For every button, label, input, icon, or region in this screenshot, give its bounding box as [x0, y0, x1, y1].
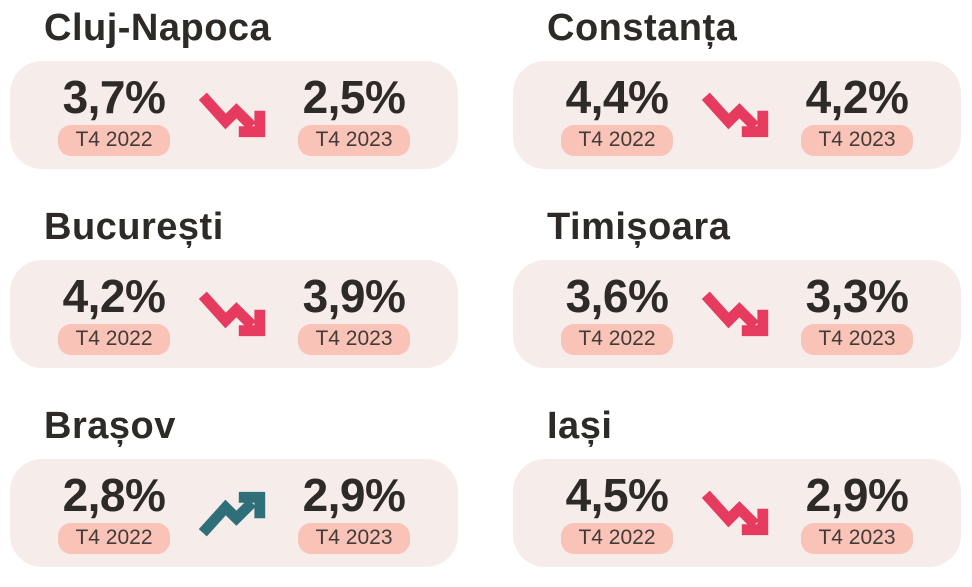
trend-arrow — [198, 288, 270, 341]
start-stat: 3,6% T4 2022 — [533, 270, 701, 356]
end-stat: 3,9% T4 2023 — [270, 270, 438, 356]
start-value: 4,4% — [565, 71, 669, 124]
start-period-badge: T4 2022 — [58, 125, 170, 157]
stat-card: 3,7% T4 2022 2,5% T4 2023 — [10, 61, 458, 170]
cards-grid: Cluj-Napoca 3,7% T4 2022 2,5% T4 2023 — [10, 6, 961, 568]
stat-card: 4,2% T4 2022 3,9% T4 2023 — [10, 260, 458, 369]
stat-card: 2,8% T4 2022 2,9% T4 2023 — [10, 459, 458, 568]
start-value: 4,2% — [62, 270, 166, 323]
end-period-badge: T4 2023 — [298, 523, 410, 555]
trend-down-icon — [198, 291, 266, 336]
trend-down-icon — [701, 490, 769, 535]
city-name: Brașov — [44, 405, 176, 448]
trend-arrow — [198, 487, 270, 540]
stat-card: 3,6% T4 2022 3,3% T4 2023 — [513, 260, 961, 369]
start-stat: 3,7% T4 2022 — [30, 71, 198, 157]
end-value: 4,2% — [805, 71, 909, 124]
end-period-badge: T4 2023 — [801, 324, 913, 356]
start-value: 3,6% — [565, 270, 669, 323]
start-stat: 2,8% T4 2022 — [30, 469, 198, 555]
end-stat: 4,2% T4 2023 — [773, 71, 941, 157]
city-name: Iași — [547, 405, 613, 448]
end-period-badge: T4 2023 — [801, 125, 913, 157]
start-period-badge: T4 2022 — [561, 523, 673, 555]
city-card-timisoara: Timișoara 3,6% T4 2022 3,3% T4 2023 — [513, 205, 961, 369]
start-period-badge: T4 2022 — [58, 324, 170, 356]
start-value: 4,5% — [565, 469, 669, 522]
city-card-brasov: Brașov 2,8% T4 2022 2,9% T4 2023 — [10, 404, 458, 568]
trend-arrow — [701, 288, 773, 341]
city-card-iasi: Iași 4,5% T4 2022 2,9% T4 2023 — [513, 404, 961, 568]
stat-card: 4,4% T4 2022 4,2% T4 2023 — [513, 61, 961, 170]
trend-down-icon — [701, 291, 769, 336]
end-value: 3,3% — [805, 270, 909, 323]
city-name: Timișoara — [547, 206, 731, 249]
start-period-badge: T4 2022 — [561, 324, 673, 356]
trend-down-icon — [701, 92, 769, 137]
city-name: București — [44, 206, 224, 249]
start-value: 3,7% — [62, 71, 166, 124]
start-stat: 4,5% T4 2022 — [533, 469, 701, 555]
city-card-cluj-napoca: Cluj-Napoca 3,7% T4 2022 2,5% T4 2023 — [10, 6, 458, 170]
trend-down-icon — [198, 92, 266, 137]
trend-arrow — [701, 89, 773, 142]
end-stat: 2,5% T4 2023 — [270, 71, 438, 157]
trend-arrow — [198, 89, 270, 142]
start-stat: 4,2% T4 2022 — [30, 270, 198, 356]
start-period-badge: T4 2022 — [58, 523, 170, 555]
end-value: 2,9% — [805, 469, 909, 522]
stat-card: 4,5% T4 2022 2,9% T4 2023 — [513, 459, 961, 568]
trend-up-icon — [198, 491, 266, 537]
start-stat: 4,4% T4 2022 — [533, 71, 701, 157]
start-period-badge: T4 2022 — [561, 125, 673, 157]
end-stat: 3,3% T4 2023 — [773, 270, 941, 356]
end-value: 2,9% — [302, 469, 406, 522]
end-period-badge: T4 2023 — [298, 324, 410, 356]
end-stat: 2,9% T4 2023 — [270, 469, 438, 555]
end-stat: 2,9% T4 2023 — [773, 469, 941, 555]
end-value: 2,5% — [302, 71, 406, 124]
city-card-constanta: Constanța 4,4% T4 2022 4,2% T4 2023 — [513, 6, 961, 170]
city-name: Constanța — [547, 7, 738, 49]
end-value: 3,9% — [302, 270, 406, 323]
end-period-badge: T4 2023 — [298, 125, 410, 157]
city-name: Cluj-Napoca — [44, 7, 272, 49]
city-card-bucuresti: București 4,2% T4 2022 3,9% T4 2023 — [10, 205, 458, 369]
start-value: 2,8% — [62, 469, 166, 522]
trend-arrow — [701, 487, 773, 540]
end-period-badge: T4 2023 — [801, 523, 913, 555]
